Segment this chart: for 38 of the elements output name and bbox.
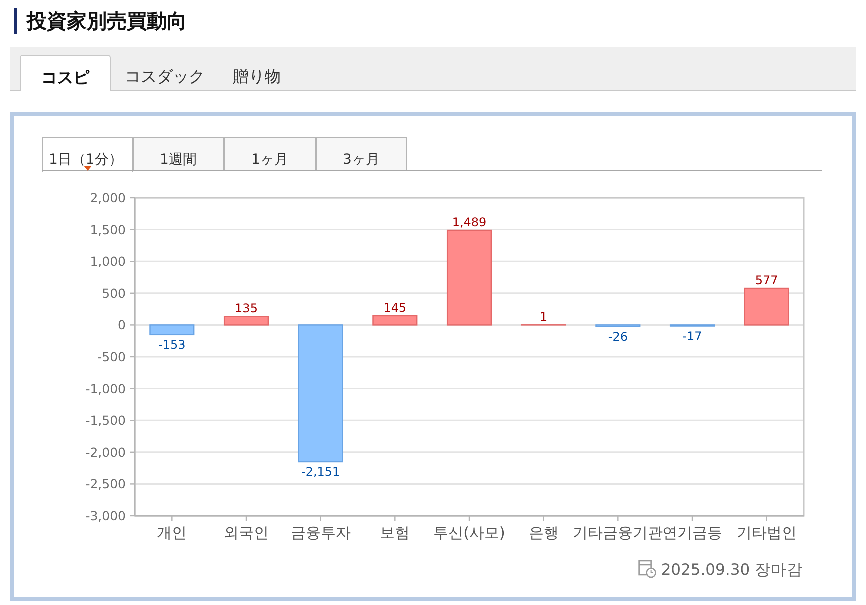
period-tab-label: 1ヶ月 [252, 152, 288, 168]
data-label: -2,151 [302, 465, 340, 479]
period-tab-label: 3ヶ月 [343, 152, 380, 168]
tab-label: コスピ [42, 68, 90, 87]
data-label: 1 [540, 310, 548, 324]
y-tick-label: -1,500 [86, 413, 126, 428]
data-label: -153 [158, 338, 186, 352]
data-label: 135 [235, 302, 258, 316]
x-tick-label: 보험 [380, 524, 410, 542]
data-label: 1,489 [452, 216, 487, 230]
data-label: 577 [755, 274, 778, 288]
y-tick-label: -2,500 [86, 476, 126, 492]
title: 投資家別売買動向 [14, 8, 187, 34]
y-tick-label: 1,500 [90, 222, 126, 238]
y-tick-label: -500 [98, 350, 126, 364]
tab-label: コスダック [125, 67, 205, 86]
x-tick-label: 외국인 [224, 524, 269, 542]
x-tick-label: 기타법인 [736, 524, 797, 542]
y-tick-label: -3,000 [86, 508, 126, 524]
note: 2025.09.30 장마감 [661, 561, 803, 579]
y-tick-label: 1,000 [90, 254, 126, 270]
y-tick-label: -1,000 [86, 381, 126, 396]
y-tick-label: 500 [102, 286, 126, 301]
x-tick-label: 개인 [157, 524, 188, 542]
data-label: -17 [682, 329, 702, 344]
y-tick-label: 2,000 [90, 190, 126, 206]
data-label: 145 [384, 300, 407, 315]
tab-label: 贈り物 [233, 67, 281, 86]
x-tick-label: 기타금융기관 [573, 524, 664, 542]
period-tab-label: 1週間 [160, 152, 197, 168]
period-tab-label: 1日（1分） [49, 152, 123, 168]
x-tick-label: 투신(사모) [434, 524, 506, 542]
data-label: -26 [608, 330, 628, 344]
x-tick-label: 금융투자 [290, 524, 351, 542]
y-tick-label: 0 [118, 318, 126, 333]
y-tick-label: -2,000 [86, 444, 126, 460]
x-tick-label: 은행 [528, 524, 559, 542]
x-tick-label: 연기금등 [662, 524, 722, 542]
